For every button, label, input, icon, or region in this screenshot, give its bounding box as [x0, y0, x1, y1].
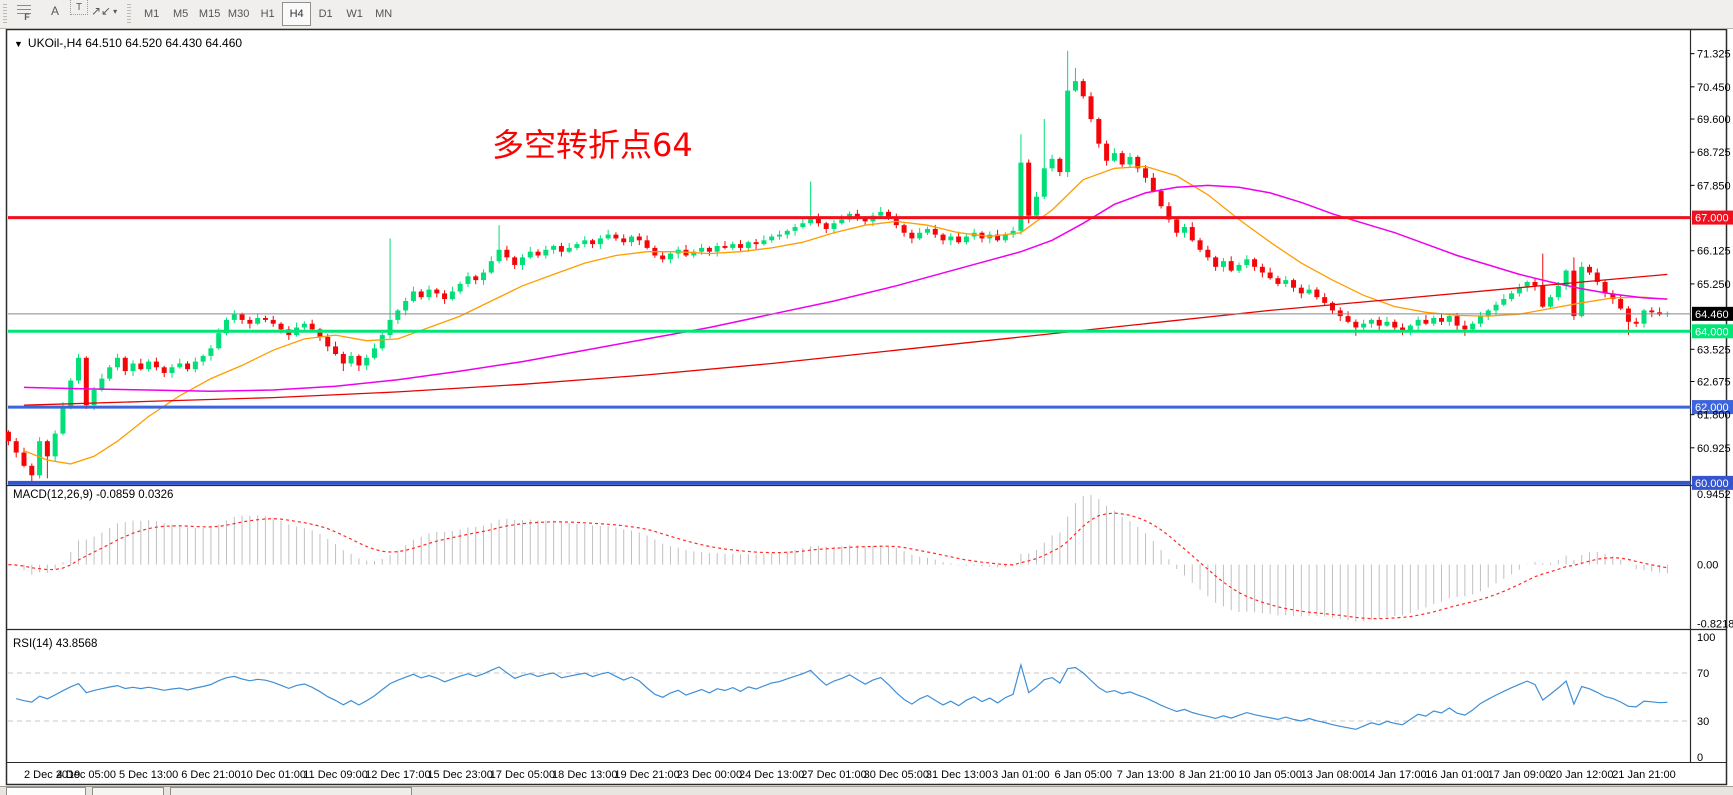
- svg-text:62.675: 62.675: [1697, 376, 1731, 388]
- svg-text:15 Dec 23:00: 15 Dec 23:00: [427, 769, 492, 781]
- svg-text:70.450: 70.450: [1697, 82, 1731, 94]
- chart-tab[interactable]: [92, 787, 164, 795]
- svg-text:60.000: 60.000: [1695, 478, 1729, 490]
- svg-text:13 Jan 08:00: 13 Jan 08:00: [1301, 769, 1365, 781]
- svg-text:70: 70: [1697, 668, 1709, 680]
- timeframes-group: M1 M5 M15 M30 H1 H4 D1 W1 MN: [137, 2, 398, 26]
- chart-title[interactable]: ▼ UKOil-,H4 64.510 64.520 64.430 64.460: [14, 36, 242, 50]
- chart-tab-bar: [0, 786, 1733, 795]
- price-badge-64.000: [1692, 324, 1733, 339]
- horizontal-level-lines: 67.000 64.000 62.000 60.000: [8, 210, 1733, 490]
- svg-text:24 Dec 13:00: 24 Dec 13:00: [739, 769, 804, 781]
- svg-text:65.250: 65.250: [1697, 279, 1731, 291]
- svg-text:63.525: 63.525: [1697, 344, 1731, 356]
- svg-text:18 Dec 13:00: 18 Dec 13:00: [552, 769, 617, 781]
- svg-text:2 Dec 2019: 2 Dec 2019: [24, 769, 80, 781]
- svg-text:10 Dec 01:00: 10 Dec 01:00: [241, 769, 306, 781]
- svg-text:67.850: 67.850: [1697, 180, 1731, 192]
- text-label-tool-button[interactable]: T: [70, 0, 88, 15]
- svg-text:31 Dec 13:00: 31 Dec 13:00: [926, 769, 991, 781]
- timeframe-button-W1[interactable]: W1: [346, 8, 363, 20]
- timeframe-button-M5[interactable]: M5: [172, 8, 189, 20]
- timeframe-button-H4[interactable]: H4: [282, 2, 312, 26]
- svg-text:30: 30: [1697, 716, 1709, 728]
- svg-text:62.000: 62.000: [1695, 402, 1729, 414]
- drawing-tools-group: F A T ↗↙ ▾: [13, 0, 119, 29]
- svg-text:68.725: 68.725: [1697, 147, 1731, 159]
- svg-text:61.800: 61.800: [1697, 410, 1731, 422]
- trend-ma-line: [23, 273, 1668, 406]
- price-annotation: 多空转折点64: [492, 126, 693, 164]
- svg-text:17 Jan 09:00: 17 Jan 09:00: [1488, 769, 1552, 781]
- svg-text:12 Dec 17:00: 12 Dec 17:00: [365, 769, 430, 781]
- svg-text:0.00: 0.00: [1697, 560, 1718, 572]
- rsi-line: [16, 662, 1668, 730]
- chart-window: 67.000 64.000 62.000 60.000 64.460 71.325 70.4…: [0, 28, 1733, 795]
- svg-text:23 Dec 00:00: 23 Dec 00:00: [677, 769, 742, 781]
- svg-text:69.600: 69.600: [1697, 114, 1731, 126]
- macd-panel: 0.9452 0.00 -0.8218: [8, 489, 1733, 631]
- timeframe-button-H1[interactable]: H1: [260, 8, 275, 20]
- svg-text:27 Dec 01:00: 27 Dec 01:00: [801, 769, 866, 781]
- current-price-badge: [1692, 306, 1733, 321]
- price-axis: 71.325 70.450 69.600 68.725 67.850 66.125 65.2…: [1690, 49, 1731, 455]
- timeframe-button-D1[interactable]: D1: [318, 8, 333, 20]
- svg-text:3 Jan 01:00: 3 Jan 01:00: [992, 769, 1050, 781]
- svg-text:5 Dec 13:00: 5 Dec 13:00: [119, 769, 178, 781]
- svg-text:10 Jan 05:00: 10 Jan 05:00: [1238, 769, 1302, 781]
- svg-text:6 Jan 05:00: 6 Jan 05:00: [1054, 769, 1112, 781]
- svg-text:17 Dec 05:00: 17 Dec 05:00: [490, 769, 555, 781]
- svg-text:6 Dec 21:00: 6 Dec 21:00: [181, 769, 240, 781]
- svg-text:64.000: 64.000: [1695, 326, 1729, 338]
- svg-text:14 Jan 17:00: 14 Jan 17:00: [1363, 769, 1427, 781]
- price-badge-67.000: [1692, 210, 1733, 225]
- svg-text:20 Jan 12:00: 20 Jan 12:00: [1550, 769, 1614, 781]
- svg-text:-0.8218: -0.8218: [1697, 619, 1733, 631]
- chart-canvas[interactable]: 67.000 64.000 62.000 60.000 64.460 71.325 70.4…: [0, 28, 1733, 795]
- candlestick-series: [5, 50, 1670, 481]
- symbol-dropdown-triangle-icon[interactable]: ▼: [14, 39, 23, 49]
- text-tool-button[interactable]: A: [50, 4, 59, 18]
- timeframe-button-MN[interactable]: MN: [375, 8, 393, 20]
- price-badge-60.000: [1692, 475, 1733, 490]
- chart-title-text: UKOil-,H4 64.510 64.520 64.430 64.460: [27, 36, 243, 50]
- svg-text:8 Jan 21:00: 8 Jan 21:00: [1179, 769, 1237, 781]
- chart-tab[interactable]: [170, 787, 412, 795]
- arrows-tool-button[interactable]: ↗↙ ▾: [91, 4, 118, 18]
- toolbar-drag-grip[interactable]: [3, 4, 10, 24]
- toolbar-drag-grip[interactable]: [127, 4, 135, 24]
- svg-text:66.125: 66.125: [1697, 246, 1731, 258]
- svg-text:21 Jan 21:00: 21 Jan 21:00: [1612, 769, 1676, 781]
- toolbar: F A T ↗↙ ▾ M1 M5 M15 M30 H1 H4 D1 W1 MN: [0, 0, 1733, 29]
- chart-tab[interactable]: [6, 787, 86, 795]
- fast-ma-line: [23, 165, 1668, 465]
- rsi-indicator-label: RSI(14) 43.8568: [13, 638, 98, 650]
- svg-text:60.925: 60.925: [1697, 443, 1731, 455]
- svg-text:19 Dec 21:00: 19 Dec 21:00: [614, 769, 679, 781]
- svg-text:67.000: 67.000: [1695, 213, 1729, 225]
- timeframe-button-M1[interactable]: M1: [143, 8, 160, 20]
- svg-text:16 Jan 01:00: 16 Jan 01:00: [1425, 769, 1489, 781]
- svg-text:71.325: 71.325: [1697, 49, 1731, 61]
- macd-signal-line: [8, 512, 1668, 620]
- svg-text:0.9452: 0.9452: [1697, 489, 1731, 501]
- slow-ma-line: [23, 184, 1668, 392]
- timeframe-button-M30[interactable]: M30: [227, 8, 250, 20]
- svg-text:0: 0: [1697, 752, 1703, 764]
- svg-text:4 Dec 05:00: 4 Dec 05:00: [57, 769, 116, 781]
- timeframe-button-M15[interactable]: M15: [198, 8, 221, 20]
- svg-text:64.460: 64.460: [1695, 309, 1729, 321]
- rsi-panel: 100 70 30 0: [8, 632, 1715, 764]
- fibonacci-tool-button[interactable]: F: [14, 0, 40, 29]
- svg-text:30 Dec 05:00: 30 Dec 05:00: [864, 769, 929, 781]
- chevron-down-icon[interactable]: ▾: [113, 6, 118, 16]
- svg-text:11 Dec 09:00: 11 Dec 09:00: [303, 769, 368, 781]
- svg-text:7 Jan 13:00: 7 Jan 13:00: [1117, 769, 1175, 781]
- price-badge-62.000: [1692, 400, 1733, 415]
- svg-text:100: 100: [1697, 632, 1715, 644]
- macd-indicator-label: MACD(12,26,9) -0.0859 0.0326: [13, 489, 174, 501]
